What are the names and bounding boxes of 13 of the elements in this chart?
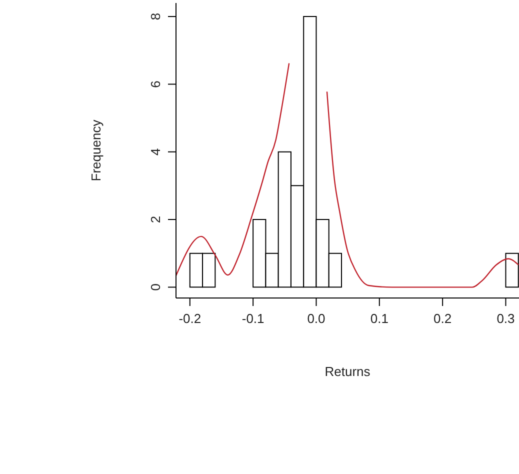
y-axis-title: Frequency [88, 119, 104, 182]
x-tick-label: 0.3 [496, 311, 515, 326]
x-tick-label: 0.0 [307, 311, 326, 326]
y-tick-label: 6 [148, 80, 163, 88]
x-tick-label: 0.1 [370, 311, 388, 326]
x-tick-label: 0.2 [434, 311, 452, 326]
x-axis-title: Returns [324, 364, 371, 379]
y-tick-label: 2 [148, 216, 163, 224]
y-tick-label: 4 [148, 148, 163, 156]
y-tick-label: 8 [148, 12, 163, 20]
y-tick-label: 0 [148, 284, 163, 291]
x-tick-label: -0.1 [242, 311, 264, 326]
x-tick-label: -0.2 [178, 311, 202, 326]
